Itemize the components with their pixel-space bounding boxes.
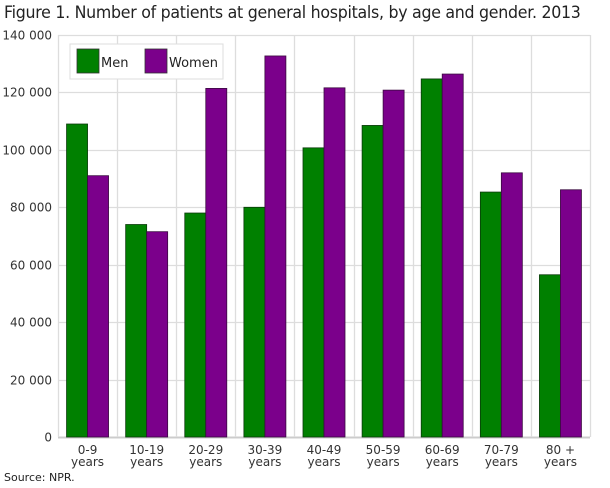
source-note: Source: NPR. — [4, 471, 75, 484]
bars — [66, 55, 582, 438]
bar-men — [479, 191, 502, 438]
x-tick-label: years — [248, 455, 281, 469]
x-tick-label: 50-59 — [366, 443, 401, 457]
y-tick-label: 120 000 — [2, 86, 52, 100]
bar-men — [539, 274, 561, 438]
x-tick-label: years — [71, 455, 104, 469]
bar-men — [420, 78, 443, 438]
legend-label-women: Women — [169, 56, 218, 71]
x-tick-label: years — [130, 455, 163, 469]
bar-men — [66, 123, 88, 438]
bar-women — [87, 175, 109, 438]
y-tick-label: 80 000 — [10, 201, 52, 215]
x-tick-label: 40-49 — [307, 443, 342, 457]
y-axis-ticks: 0 20 000 40 000 60 000 80 000 100 000 120 000 1… — [2, 29, 52, 445]
bar-women — [441, 73, 464, 438]
bar-women — [323, 87, 346, 438]
legend-swatch-men — [76, 48, 100, 74]
bar-men — [361, 125, 384, 438]
bar-women — [560, 189, 582, 438]
legend: Men Women — [69, 43, 224, 80]
y-tick-label: 140 000 — [2, 29, 52, 43]
x-axis-ticks: 0-9years10-19years20-29years30-39years40… — [71, 443, 577, 469]
y-tick-label: 100 000 — [2, 144, 52, 158]
legend-label-men: Men — [101, 56, 128, 71]
bar-women — [382, 89, 405, 438]
bar-women — [500, 172, 523, 438]
bar-women — [205, 88, 228, 438]
bar-women — [146, 231, 169, 438]
x-tick-label: 60-69 — [425, 443, 460, 457]
x-tick-label: 10-19 — [129, 443, 164, 457]
x-tick-label: years — [426, 455, 459, 469]
x-tick-label: 30-39 — [247, 443, 282, 457]
y-tick-label: 20 000 — [10, 374, 52, 388]
x-tick-label: years — [485, 455, 518, 469]
bar-men — [125, 224, 148, 438]
x-tick-label: 20-29 — [188, 443, 223, 457]
chart-title: Figure 1. Number of patients at general … — [4, 3, 581, 23]
y-tick-label: 40 000 — [10, 316, 52, 330]
legend-swatch-women — [144, 48, 168, 74]
y-tick-label: 0 — [44, 431, 52, 445]
x-tick-label: 0-9 — [78, 443, 98, 457]
y-tick-label: 60 000 — [10, 259, 52, 273]
bar-men — [184, 212, 207, 438]
bar-men — [302, 147, 325, 438]
x-tick-label: years — [544, 455, 577, 469]
x-tick-label: 80 + — [546, 443, 575, 457]
bar-men — [243, 206, 266, 438]
bar-women — [264, 55, 287, 438]
x-tick-label: 70-79 — [484, 443, 519, 457]
x-tick-label: years — [307, 455, 340, 469]
x-tick-label: years — [367, 455, 400, 469]
x-tick-label: years — [189, 455, 222, 469]
